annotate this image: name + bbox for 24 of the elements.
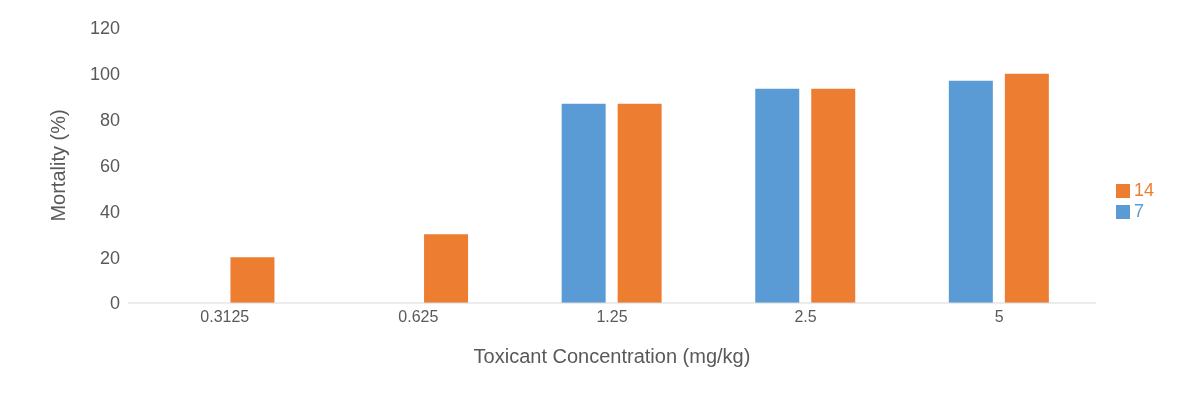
y-tick-label: 40 [99, 201, 120, 222]
bar [948, 80, 993, 303]
legend-label: 7 [1133, 200, 1144, 221]
y-tick-label: 60 [99, 155, 120, 176]
y-tick-label: 20 [99, 247, 120, 268]
y-axis-title: Mortality (%) [47, 109, 70, 222]
bar [561, 103, 606, 303]
bar [617, 103, 662, 303]
bar [424, 234, 469, 303]
y-tick-label: 0 [109, 293, 120, 314]
bar [230, 257, 275, 303]
y-tick-label: 100 [89, 64, 120, 85]
legend-label: 14 [1133, 179, 1154, 200]
x-tick-label: 1.25 [596, 308, 628, 326]
x-tick-label: 2.5 [794, 308, 817, 326]
bar [811, 88, 856, 303]
x-axis-title: Toxicant Concentration (mg/kg) [473, 345, 751, 367]
bar [755, 88, 800, 303]
y-tick-label: 80 [99, 110, 120, 131]
y-tick-label: 120 [89, 18, 120, 39]
x-tick-label: 5 [994, 308, 1004, 326]
x-tick-label: 0.3125 [200, 308, 250, 326]
x-tick-label: 0.625 [398, 308, 439, 326]
bar [1004, 73, 1049, 303]
